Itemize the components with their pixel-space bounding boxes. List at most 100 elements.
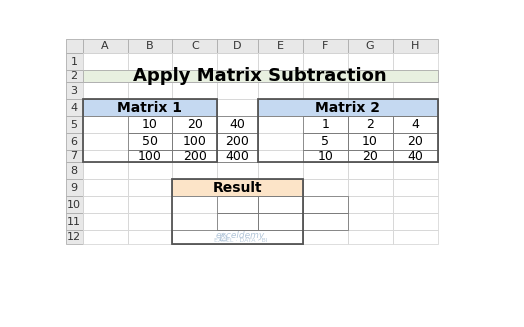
Bar [392, 230, 438, 244]
Bar [83, 82, 127, 99]
Text: 100: 100 [138, 150, 162, 163]
Bar [172, 163, 217, 180]
Bar [258, 213, 303, 230]
Bar [217, 70, 258, 82]
Bar [83, 116, 127, 133]
Bar [217, 116, 258, 133]
Bar [66, 196, 83, 213]
Text: 2: 2 [366, 118, 374, 131]
Bar [347, 53, 392, 70]
Bar [217, 196, 258, 213]
Bar [66, 116, 83, 133]
Text: 7: 7 [70, 151, 78, 161]
Bar [217, 230, 258, 244]
Bar [66, 180, 83, 196]
Bar [66, 39, 83, 53]
Bar [303, 133, 347, 150]
Bar [217, 116, 258, 133]
Bar [83, 213, 127, 230]
Bar [347, 53, 392, 70]
Bar [127, 39, 172, 53]
Bar [127, 70, 172, 82]
Bar [392, 180, 438, 196]
Bar [66, 150, 83, 163]
Bar [392, 116, 438, 133]
Bar [172, 163, 217, 180]
Bar [303, 150, 347, 163]
Bar [66, 99, 83, 116]
Bar [83, 180, 127, 196]
Bar [83, 196, 127, 213]
Bar [258, 53, 303, 70]
Bar [303, 213, 347, 230]
Bar [347, 150, 392, 163]
Bar [392, 196, 438, 213]
Bar [392, 116, 438, 133]
Bar [172, 99, 217, 116]
Bar [83, 70, 127, 82]
Bar [392, 116, 438, 133]
Bar [127, 133, 172, 150]
Text: 10: 10 [362, 135, 378, 148]
Bar [347, 196, 392, 213]
Bar [217, 150, 258, 163]
Bar [303, 230, 347, 244]
Bar [66, 230, 83, 244]
Bar [127, 53, 172, 70]
Bar [392, 133, 438, 150]
Bar [127, 213, 172, 230]
Bar [66, 82, 83, 99]
Bar [172, 39, 217, 53]
Bar [83, 70, 438, 82]
Bar [127, 163, 172, 180]
Bar [258, 99, 438, 116]
Bar [347, 39, 392, 53]
Bar [217, 213, 258, 230]
Bar [303, 70, 347, 82]
Bar [66, 133, 83, 150]
Bar [66, 116, 83, 133]
Bar [303, 116, 347, 133]
Bar [127, 82, 172, 99]
Bar [392, 133, 438, 150]
Bar [217, 196, 258, 213]
Text: A: A [101, 41, 109, 51]
Bar [303, 163, 347, 180]
Bar [172, 196, 217, 213]
Bar [217, 196, 258, 213]
Text: 200: 200 [183, 150, 207, 163]
Bar [303, 53, 347, 70]
Bar [258, 163, 303, 180]
Bar [127, 53, 172, 70]
Bar [392, 53, 438, 70]
Bar [172, 150, 217, 163]
Bar [172, 150, 217, 163]
Text: F: F [322, 41, 329, 51]
Text: 20: 20 [187, 118, 203, 131]
Bar [392, 230, 438, 244]
Bar [66, 70, 83, 82]
Bar [172, 133, 217, 150]
Bar [303, 180, 347, 196]
Bar [258, 116, 303, 133]
Text: 2: 2 [70, 71, 78, 81]
Bar [172, 230, 217, 244]
Bar [347, 133, 392, 150]
Bar [347, 196, 392, 213]
Text: 20: 20 [362, 150, 378, 163]
Bar [217, 133, 258, 150]
Bar [83, 82, 127, 99]
Bar [347, 230, 392, 244]
Bar [172, 53, 217, 70]
Bar [172, 133, 217, 150]
Bar [303, 196, 347, 213]
Bar [258, 196, 303, 213]
Bar [258, 39, 303, 53]
Bar [66, 53, 83, 70]
Bar [303, 99, 347, 116]
Text: 50: 50 [142, 135, 158, 148]
Bar [217, 230, 258, 244]
Bar [392, 150, 438, 163]
Bar [258, 230, 303, 244]
Bar [127, 39, 172, 53]
